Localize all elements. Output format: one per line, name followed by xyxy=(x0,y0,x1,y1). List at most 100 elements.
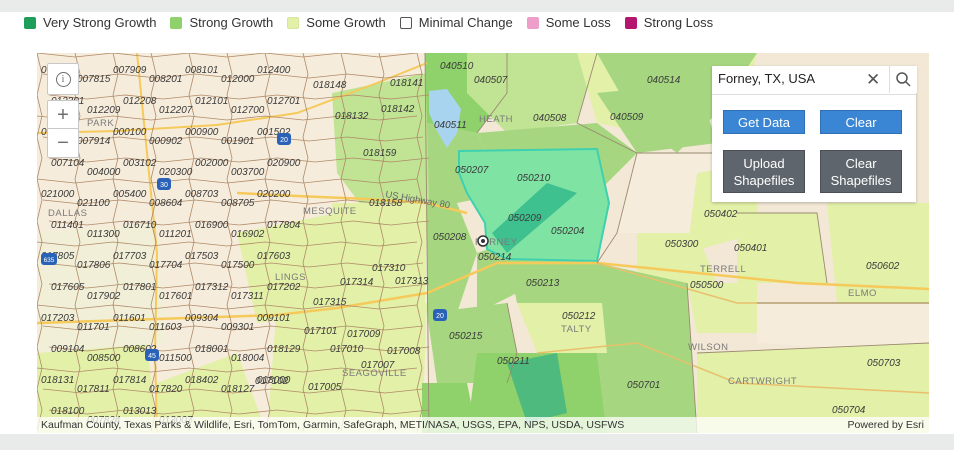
legend-label: Some Growth xyxy=(306,15,386,30)
tract-label-small: 008201 xyxy=(149,74,182,85)
tract-boundary xyxy=(74,53,81,432)
tract-boundary xyxy=(37,53,418,58)
zoom-out-button[interactable]: − xyxy=(47,128,79,158)
tract-label-018132: 018132 xyxy=(335,111,369,122)
zoom-in-button[interactable]: + xyxy=(47,100,79,130)
legend: Very Strong Growth Strong Growth Some Grow… xyxy=(24,15,727,30)
tract-label-small: 017311 xyxy=(231,291,264,302)
lake xyxy=(429,89,461,148)
legend-item: Very Strong Growth xyxy=(24,15,156,30)
legend-swatch xyxy=(170,16,183,29)
clear-button[interactable]: Clear xyxy=(820,110,902,134)
tract-label-small: 012101 xyxy=(195,96,228,107)
tract-label-050204: 050204 xyxy=(551,226,585,237)
tract-label-small: 011300 xyxy=(87,229,120,240)
tract-boundary xyxy=(37,367,418,373)
tract-label-017007: 017007 xyxy=(361,360,395,371)
tract-label-050300: 050300 xyxy=(665,239,699,250)
tract-boundary xyxy=(48,283,430,289)
tract-label-small: 000100 xyxy=(113,127,147,138)
tract-label-small: 005400 xyxy=(113,189,147,200)
tract-label-017008: 017008 xyxy=(387,346,421,357)
tract-label-040514: 040514 xyxy=(647,75,681,86)
tract-050214 xyxy=(477,243,517,313)
clear-shapefiles-label-line1: Clear xyxy=(845,155,877,171)
tract-boundary xyxy=(48,157,430,163)
legend-swatch xyxy=(24,16,36,29)
tract-label-small: 018402 xyxy=(185,375,219,386)
bottom-band xyxy=(0,434,954,450)
tract-label-small: 001901 xyxy=(221,136,254,147)
tract-label-small: 017902 xyxy=(87,291,121,302)
search-button[interactable] xyxy=(889,66,917,93)
tract-label-017102: 017102 xyxy=(255,376,289,387)
tract-label-050209: 050209 xyxy=(508,213,542,224)
tract-boundary xyxy=(37,53,43,432)
tract-label-050207: 050207 xyxy=(455,165,489,176)
svg-text:45: 45 xyxy=(148,353,156,360)
legend-label: Strong Growth xyxy=(189,15,274,30)
place-label-dallas: DALLAS xyxy=(48,208,87,219)
tract-label-small: 017503 xyxy=(185,251,219,262)
tract-label-small: 017804 xyxy=(267,220,301,231)
place-label-talty: TALTY xyxy=(561,324,592,335)
legend-label: Very Strong Growth xyxy=(43,15,157,30)
tract-label-small: 020200 xyxy=(257,189,291,200)
legend-label: Strong Loss xyxy=(643,15,714,30)
tract-label-050208: 050208 xyxy=(433,232,467,243)
tract-label-small: 013013 xyxy=(123,406,157,417)
legend-label: Minimal Change xyxy=(418,15,513,30)
place-label-cartwright: CARTWRIGHT xyxy=(728,376,797,387)
tract-boundary xyxy=(264,53,271,432)
legend-swatch xyxy=(287,16,300,29)
tract-label-017314: 017314 xyxy=(340,277,374,288)
get-data-button[interactable]: Get Data xyxy=(723,110,805,134)
tract-boundary xyxy=(696,342,929,354)
tract-boundary xyxy=(150,53,157,432)
upload-shapefiles-button[interactable]: Upload Shapefiles xyxy=(723,150,805,193)
place-label-seagoville: SEAGOVILLE xyxy=(342,368,407,379)
tract-label-small: 009101 xyxy=(257,313,290,324)
tract-label-small: 012700 xyxy=(231,105,265,116)
search-box[interactable]: Forney, TX, USA xyxy=(712,66,916,95)
tract-label-small: 017811 xyxy=(77,384,110,395)
tract-boundary xyxy=(340,53,347,432)
tract-label-040510: 040510 xyxy=(440,61,474,72)
zoom-out-icon: − xyxy=(57,131,69,154)
tract-label-small: 018131 xyxy=(41,375,74,386)
svg-text:635: 635 xyxy=(44,257,55,264)
tract-label-small: 008604 xyxy=(149,198,183,209)
search-input[interactable]: Forney, TX, USA xyxy=(718,71,816,86)
tract-label-050704: 050704 xyxy=(832,405,866,416)
tract-label-small: 004000 xyxy=(87,167,121,178)
tract-label-040509: 040509 xyxy=(610,112,644,123)
tract-label-small: 012701 xyxy=(267,96,300,107)
attribution-sources: Kaufman County, Texas Parks & Wildlife, … xyxy=(41,419,625,431)
tract-label-017313: 017313 xyxy=(395,276,429,287)
tract-label-small: 018129 xyxy=(267,344,301,355)
tract-050213 xyxy=(507,253,597,303)
interstate-shield: 30 xyxy=(157,178,171,190)
tract-label-small: 008705 xyxy=(221,198,255,209)
tract-label-018141: 018141 xyxy=(390,78,423,89)
tract-label-small: 012209 xyxy=(87,105,121,116)
tract-label-050701: 050701 xyxy=(627,380,660,391)
clear-shapefiles-button[interactable]: Clear Shapefiles xyxy=(820,150,902,193)
zoom-in-icon: + xyxy=(57,103,69,126)
tract-label-017101: 017101 xyxy=(304,326,337,337)
tract-label-small: 001502 xyxy=(257,127,291,138)
tract-label-040511: 040511 xyxy=(434,120,467,131)
tract-label-small: 009304 xyxy=(185,313,219,324)
tract-label-018148: 018148 xyxy=(313,80,347,91)
close-icon[interactable]: ✕ xyxy=(866,70,881,89)
tract-050401 xyxy=(737,213,827,283)
tract-label-small: 002000 xyxy=(195,158,229,169)
legend-swatch xyxy=(624,16,637,29)
tract-boundary xyxy=(737,212,828,284)
tract-label-small: 017703 xyxy=(113,251,147,262)
tract-label-small: 018004 xyxy=(231,353,265,364)
info-button[interactable]: i xyxy=(47,63,79,95)
powered-by-esri[interactable]: Powered by Esri xyxy=(847,419,924,431)
info-icon: i xyxy=(55,71,71,87)
